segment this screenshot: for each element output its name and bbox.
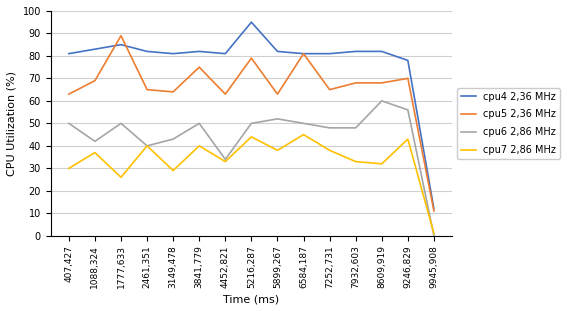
cpu7 2,86 MHz: [170, 169, 176, 172]
cpu4 2,36 MHz: [378, 49, 385, 53]
cpu4 2,36 MHz: [143, 49, 150, 53]
cpu5 2,36 MHz: [196, 65, 202, 69]
cpu7 2,86 MHz: [378, 162, 385, 166]
cpu4 2,36 MHz: [65, 52, 72, 56]
cpu4 2,36 MHz: [248, 20, 255, 24]
Legend: cpu4 2,36 MHz, cpu5 2,36 MHz, cpu6 2,86 MHz, cpu7 2,86 MHz: cpu4 2,36 MHz, cpu5 2,36 MHz, cpu6 2,86 …: [457, 88, 560, 159]
cpu6 2,86 MHz: [248, 122, 255, 125]
cpu4 2,36 MHz: [170, 52, 176, 56]
cpu7 2,86 MHz: [430, 232, 437, 235]
cpu4 2,36 MHz: [352, 49, 359, 53]
cpu6 2,86 MHz: [326, 126, 333, 130]
cpu4 2,36 MHz: [222, 52, 229, 56]
cpu7 2,86 MHz: [117, 175, 124, 179]
cpu6 2,86 MHz: [300, 122, 307, 125]
cpu7 2,86 MHz: [352, 160, 359, 164]
X-axis label: Time (ms): Time (ms): [223, 294, 280, 304]
Line: cpu5 2,36 MHz: cpu5 2,36 MHz: [69, 36, 434, 211]
cpu4 2,36 MHz: [196, 49, 202, 53]
cpu4 2,36 MHz: [404, 58, 411, 62]
cpu7 2,86 MHz: [300, 133, 307, 137]
cpu6 2,86 MHz: [65, 122, 72, 125]
cpu7 2,86 MHz: [404, 137, 411, 141]
cpu7 2,86 MHz: [196, 144, 202, 148]
cpu6 2,86 MHz: [196, 122, 202, 125]
cpu5 2,36 MHz: [248, 56, 255, 60]
cpu6 2,86 MHz: [352, 126, 359, 130]
Y-axis label: CPU Utilization (%): CPU Utilization (%): [7, 71, 17, 176]
cpu5 2,36 MHz: [170, 90, 176, 94]
cpu5 2,36 MHz: [378, 81, 385, 85]
cpu6 2,86 MHz: [274, 117, 281, 121]
Line: cpu7 2,86 MHz: cpu7 2,86 MHz: [69, 135, 434, 234]
cpu5 2,36 MHz: [430, 209, 437, 213]
cpu7 2,86 MHz: [143, 144, 150, 148]
cpu7 2,86 MHz: [222, 160, 229, 164]
cpu4 2,36 MHz: [274, 49, 281, 53]
cpu6 2,86 MHz: [143, 144, 150, 148]
cpu5 2,36 MHz: [117, 34, 124, 38]
cpu7 2,86 MHz: [91, 151, 98, 155]
cpu7 2,86 MHz: [274, 148, 281, 152]
cpu6 2,86 MHz: [404, 108, 411, 112]
cpu7 2,86 MHz: [326, 148, 333, 152]
Line: cpu6 2,86 MHz: cpu6 2,86 MHz: [69, 101, 434, 236]
Line: cpu4 2,36 MHz: cpu4 2,36 MHz: [69, 22, 434, 209]
cpu5 2,36 MHz: [274, 92, 281, 96]
cpu5 2,36 MHz: [326, 88, 333, 91]
cpu5 2,36 MHz: [91, 79, 98, 82]
cpu4 2,36 MHz: [91, 47, 98, 51]
cpu4 2,36 MHz: [430, 207, 437, 211]
cpu5 2,36 MHz: [404, 77, 411, 80]
cpu6 2,86 MHz: [91, 139, 98, 143]
cpu4 2,36 MHz: [326, 52, 333, 56]
cpu6 2,86 MHz: [117, 122, 124, 125]
cpu6 2,86 MHz: [378, 99, 385, 103]
cpu5 2,36 MHz: [65, 92, 72, 96]
cpu4 2,36 MHz: [117, 43, 124, 47]
cpu5 2,36 MHz: [352, 81, 359, 85]
cpu6 2,86 MHz: [430, 234, 437, 238]
cpu5 2,36 MHz: [143, 88, 150, 91]
cpu5 2,36 MHz: [300, 52, 307, 56]
cpu6 2,86 MHz: [222, 157, 229, 161]
cpu7 2,86 MHz: [248, 135, 255, 139]
cpu4 2,36 MHz: [300, 52, 307, 56]
cpu6 2,86 MHz: [170, 137, 176, 141]
cpu5 2,36 MHz: [222, 92, 229, 96]
cpu7 2,86 MHz: [65, 166, 72, 170]
